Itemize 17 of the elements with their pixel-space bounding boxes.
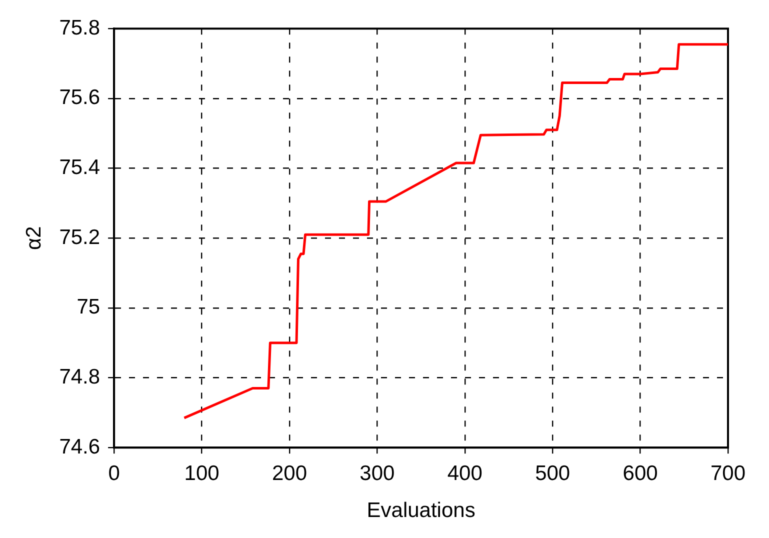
x-tick-label: 600 bbox=[622, 462, 658, 485]
x-tick-label: 500 bbox=[535, 462, 570, 485]
x-tick-label: 400 bbox=[447, 462, 482, 485]
y-tick-label: 75.6 bbox=[59, 86, 100, 110]
x-tick-label: 0 bbox=[108, 462, 120, 485]
y-tick-label: 75.8 bbox=[59, 16, 100, 40]
x-tick-label: 200 bbox=[272, 462, 308, 485]
y-tick-label: 75.4 bbox=[59, 156, 100, 180]
x-tick-label: 700 bbox=[710, 462, 746, 485]
x-axis-title: Evaluations bbox=[366, 499, 476, 522]
x-tick-label: 100 bbox=[184, 462, 220, 485]
y-tick-label: 74.6 bbox=[59, 435, 100, 458]
y-tick-label: 75 bbox=[76, 296, 100, 319]
y-tick-label: 74.8 bbox=[59, 366, 100, 389]
y-tick-label: 75.2 bbox=[59, 226, 100, 249]
x-tick-label: 300 bbox=[360, 462, 395, 485]
y-axis-title: α2 bbox=[22, 226, 46, 250]
